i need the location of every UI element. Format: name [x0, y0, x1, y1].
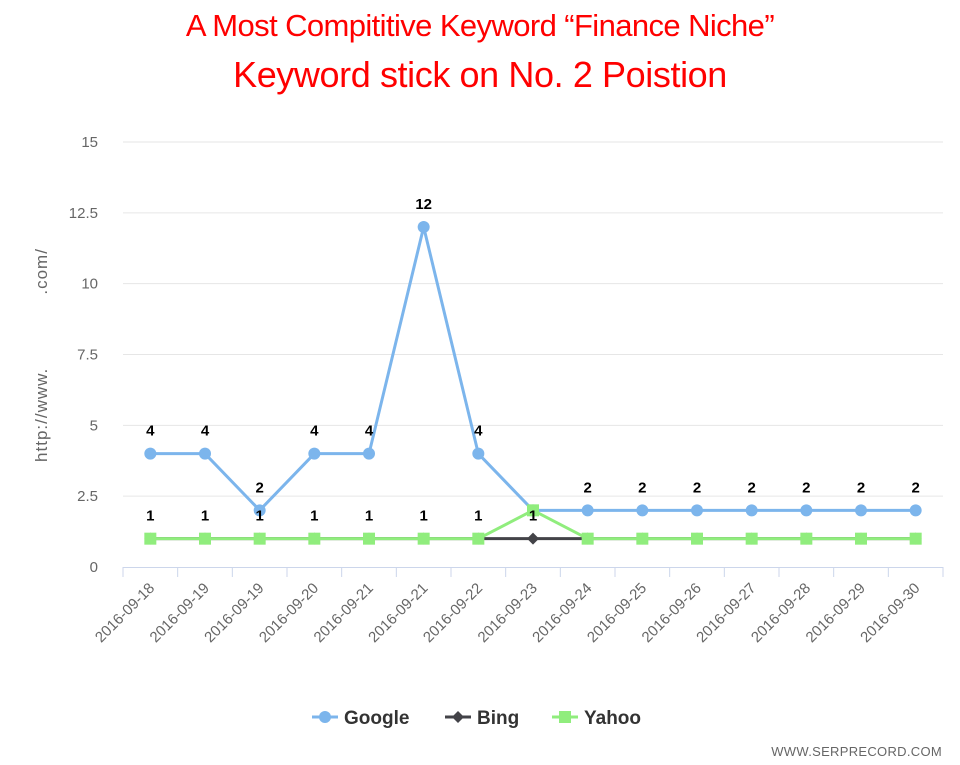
data-point-yahoo — [636, 532, 649, 545]
data-point-google — [745, 504, 758, 517]
data-label-google: 4 — [365, 423, 374, 440]
data-label-google: 2 — [802, 479, 810, 496]
data-point-yahoo — [417, 532, 430, 545]
data-label-google: 2 — [693, 479, 701, 496]
y-axis-title-suffix: .com/ — [32, 248, 51, 295]
y-tick-label: 0 — [90, 559, 98, 576]
data-label-google: 2 — [911, 479, 919, 496]
data-label-bing: 1 — [474, 508, 482, 525]
y-tick-label: 2.5 — [77, 488, 98, 505]
legend-marker-google — [319, 711, 331, 723]
data-label-bing: 1 — [255, 508, 263, 525]
data-point-google — [417, 221, 430, 233]
data-point-google — [909, 504, 922, 517]
data-point-google — [800, 504, 813, 517]
data-label-bing: 1 — [310, 508, 318, 525]
data-label-google: 4 — [201, 423, 210, 440]
series-line-google — [148, 225, 918, 512]
data-point-yahoo — [199, 532, 211, 545]
data-point-google — [855, 504, 867, 517]
data-point-google — [581, 504, 594, 517]
data-point-yahoo — [745, 532, 758, 545]
chart-title: A Most Compititive Keyword “Finance Nich… — [185, 8, 775, 43]
legend-marker-bing — [452, 711, 464, 723]
data-label-bing: 1 — [365, 508, 373, 525]
y-axis-title-masked — [32, 295, 51, 368]
data-label-google: 2 — [747, 479, 755, 496]
y-tick-label: 15 — [81, 134, 98, 151]
y-tick-label: 12.5 — [69, 205, 98, 222]
data-point-yahoo — [909, 532, 922, 545]
data-label-bing: 1 — [201, 508, 209, 525]
data-point-bing — [527, 532, 539, 545]
data-label-google: 4 — [310, 423, 319, 440]
data-point-google — [472, 447, 485, 460]
site-watermark: WWW.SERPRECORD.COM — [771, 744, 942, 759]
data-point-yahoo — [855, 532, 867, 545]
data-label-google: 4 — [474, 423, 483, 440]
data-point-yahoo — [581, 532, 594, 545]
y-axis-title-prefix: http://www. — [32, 368, 51, 462]
data-point-yahoo — [527, 504, 539, 517]
data-point-google — [636, 504, 649, 517]
data-point-yahoo — [800, 532, 813, 545]
data-label-google: 12 — [415, 196, 432, 213]
legend-label-yahoo: Yahoo — [584, 708, 641, 729]
chart-subtitle: Keyword stick on No. 2 Poistion — [233, 54, 727, 95]
legend-marker-yahoo — [559, 711, 571, 723]
data-point-yahoo — [144, 532, 157, 545]
data-label-google: 2 — [255, 479, 263, 496]
data-point-google — [199, 447, 211, 460]
data-point-yahoo — [691, 532, 703, 545]
data-point-yahoo — [253, 532, 266, 545]
data-label-bing: 1 — [419, 508, 427, 525]
data-label-google: 2 — [638, 479, 646, 496]
data-point-yahoo — [308, 532, 321, 545]
data-label-google: 2 — [583, 479, 591, 496]
y-tick-label: 7.5 — [77, 347, 98, 364]
data-point-yahoo — [472, 532, 485, 545]
data-label-bing: 1 — [529, 508, 537, 525]
data-label-google: 4 — [146, 423, 155, 440]
data-point-google — [363, 447, 375, 460]
data-label-bing: 1 — [146, 508, 154, 525]
data-point-google — [144, 447, 157, 460]
data-point-google — [308, 447, 321, 460]
data-point-google — [691, 504, 703, 517]
y-tick-label: 10 — [81, 276, 98, 293]
y-axis-title: http://www. .com/ — [32, 248, 51, 462]
data-point-yahoo — [363, 532, 375, 545]
legend-label-bing: Bing — [477, 708, 519, 729]
x-tick-label: 2016-09-30 — [857, 580, 923, 646]
y-tick-label: 5 — [90, 417, 98, 434]
legend-label-google: Google — [344, 708, 409, 729]
data-point-google — [253, 504, 266, 517]
data-label-google: 2 — [857, 479, 865, 496]
